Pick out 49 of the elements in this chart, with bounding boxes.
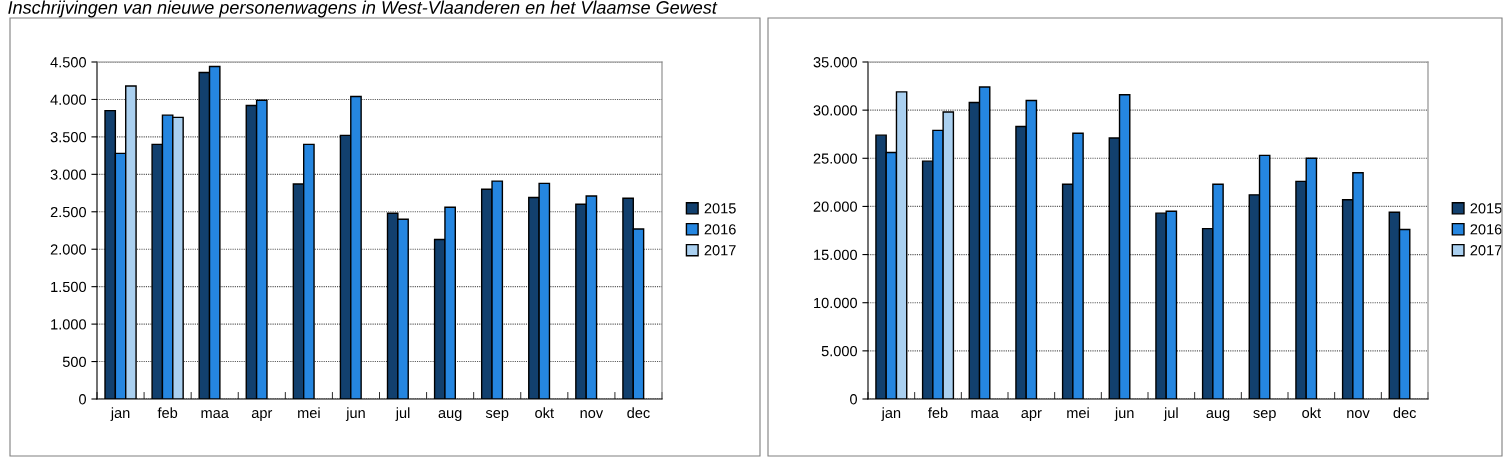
x-tick-label: dec: [627, 407, 650, 419]
x-tick-label: sep: [485, 410, 509, 421]
x-tick-label: feb: [928, 407, 948, 419]
y-tick-label: 500: [62, 356, 87, 367]
x-tick-label: jul: [1163, 407, 1178, 421]
x-tick-label: jul: [395, 407, 410, 421]
x-tick-label: aug: [1206, 410, 1230, 421]
x-tick-label: dec: [1393, 407, 1417, 419]
y-tick-label: 3.000: [50, 169, 87, 180]
y-tick-label: 0: [79, 394, 87, 405]
x-tick-label: okt: [535, 407, 554, 419]
x-tick-label: okt: [1302, 407, 1321, 419]
y-tick-label: 1.000: [51, 319, 87, 330]
y-tick-label: 30.000: [813, 105, 858, 116]
x-tick-label: apr: [1021, 410, 1042, 421]
y-tick-label: 4.000: [50, 94, 87, 105]
y-tick-label: 0: [850, 394, 858, 405]
y-tick-label: 1.500: [51, 281, 87, 293]
y-tick-label: 20.000: [813, 201, 858, 212]
y-tick-label: 25.000: [813, 153, 858, 164]
x-tick-label: maa: [201, 410, 229, 419]
legend-label: 2017: [1470, 245, 1502, 256]
y-tick-label: 35.000: [813, 57, 858, 68]
x-tick-label: mei: [1067, 407, 1089, 419]
x-tick-label: nov: [580, 410, 604, 419]
x-tick-label: aug: [438, 410, 462, 421]
y-tick-label: 4.500: [50, 57, 87, 68]
y-tick-label: 2.000: [50, 244, 87, 255]
x-tick-label: mei: [298, 407, 320, 419]
x-tick-label: jun: [345, 407, 365, 421]
x-tick-label: jun: [1114, 407, 1134, 421]
legend-label: 2015: [704, 203, 736, 214]
chart-title: Inschrijvingen van nieuwe personenwagens in West-Vlaanderen en het Vlaamse Gewest: [8, 0, 718, 18]
y-tick-label: 3.500: [50, 131, 87, 143]
x-tick-label: jan: [881, 407, 901, 421]
y-tick-label: 10.000: [814, 297, 858, 309]
x-tick-label: sep: [1253, 410, 1276, 421]
x-tick-label: jan: [110, 407, 130, 421]
y-tick-label: 15.000: [814, 249, 858, 260]
legend-label: 2015: [1470, 203, 1502, 214]
legend-label: 2016: [1470, 224, 1502, 235]
x-tick-label: apr: [251, 410, 273, 421]
legend-label: 2017: [704, 245, 736, 256]
x-tick-label: nov: [1347, 410, 1370, 419]
legend-label: 2016: [704, 224, 736, 235]
y-tick-label: 2.500: [50, 206, 87, 218]
x-tick-label: feb: [157, 407, 178, 419]
x-tick-label: maa: [971, 410, 999, 419]
y-tick-label: 5.000: [821, 345, 858, 357]
